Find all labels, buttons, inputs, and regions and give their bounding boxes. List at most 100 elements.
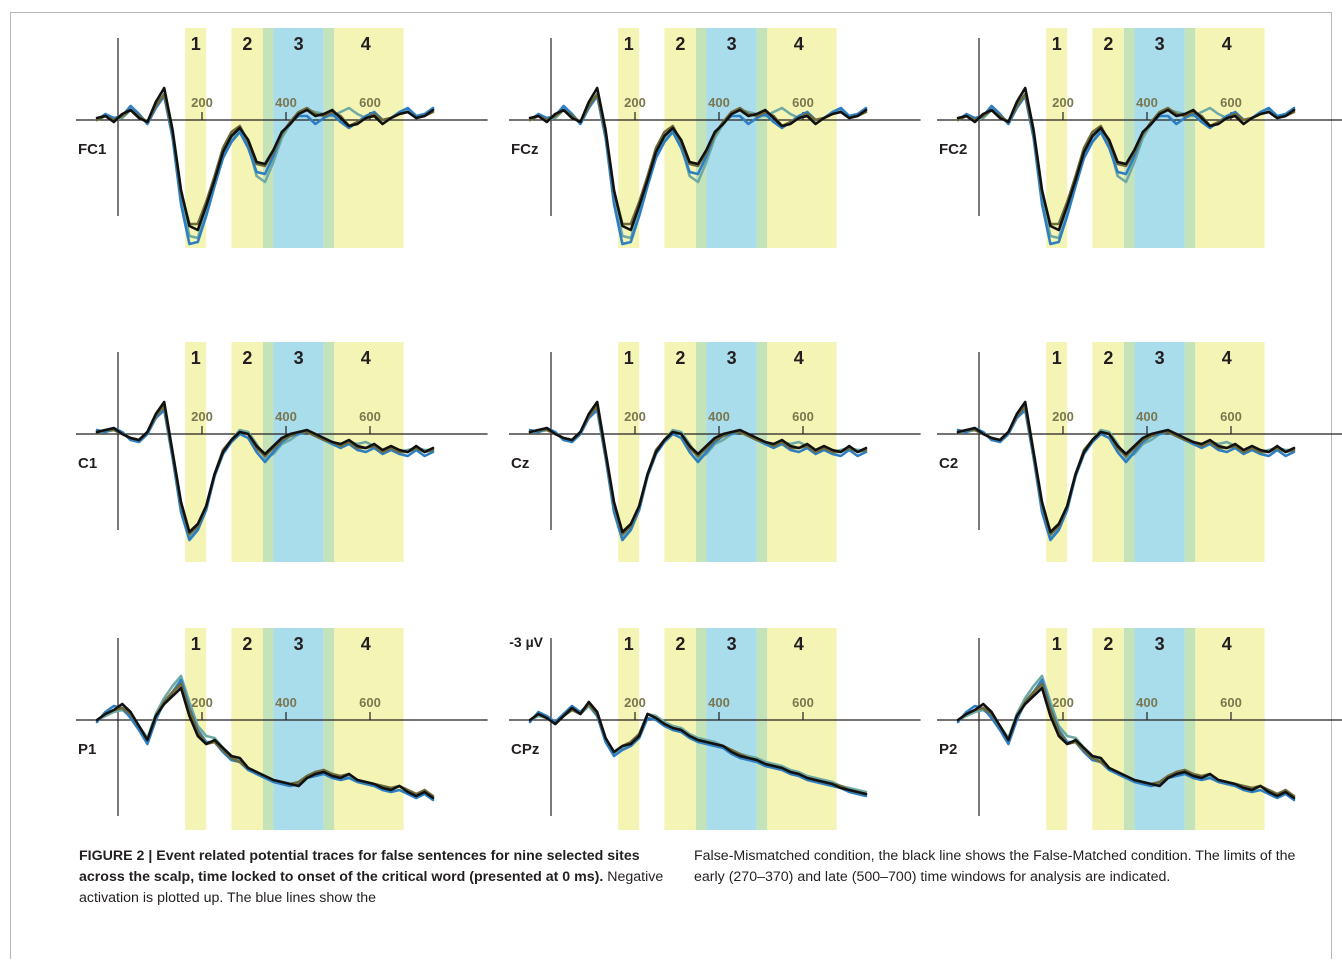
window-1-band <box>1046 28 1068 248</box>
trace-false-matched <box>956 86 1296 232</box>
window-label-4: 4 <box>1222 34 1232 54</box>
trace-false-matched <box>95 400 435 534</box>
window-label-3: 3 <box>1155 348 1165 368</box>
x-tick-label-200: 200 <box>624 695 646 710</box>
erp-panel-c2: 1 2 3 4 200 400 600 C2 <box>937 342 1342 562</box>
trace-false-matched <box>95 86 435 232</box>
x-tick-label-600: 600 <box>1220 95 1242 110</box>
window-1-band <box>185 342 207 562</box>
window-2-band <box>1092 628 1124 830</box>
window-1-band <box>618 342 640 562</box>
x-tick-label-600: 600 <box>1220 695 1242 710</box>
window-4-band <box>767 628 837 830</box>
window-label-4: 4 <box>1222 348 1232 368</box>
erp-panel-fc1: 1 2 3 4 200 400 600 FC1 <box>76 28 488 248</box>
erp-panel-fc2: 1 2 3 4 200 400 600 FC2 <box>937 28 1342 248</box>
x-tick-label-400: 400 <box>1136 409 1158 424</box>
x-tick-label-600: 600 <box>359 695 381 710</box>
site-label-fcz: FCz <box>511 141 539 158</box>
window-label-4: 4 <box>361 348 371 368</box>
window-label-1: 1 <box>1052 348 1062 368</box>
site-label-p2: P2 <box>939 741 957 758</box>
window-1-band <box>1046 342 1068 562</box>
window-label-2: 2 <box>242 348 252 368</box>
x-tick-label-600: 600 <box>359 409 381 424</box>
window-label-2: 2 <box>675 634 685 654</box>
trace-false-matched <box>528 700 868 796</box>
window-label-1: 1 <box>191 348 201 368</box>
window-2-band <box>231 628 263 830</box>
window-overlap-band <box>695 28 707 248</box>
window-label-2: 2 <box>1103 634 1113 654</box>
trace-false-matched <box>95 686 435 800</box>
window-label-3: 3 <box>727 34 737 54</box>
window-label-2: 2 <box>1103 348 1113 368</box>
erp-panel-fcz: 1 2 3 4 200 400 600 FCz <box>509 28 921 248</box>
window-overlap-band <box>323 628 335 830</box>
window-4-band <box>1195 628 1265 830</box>
window-label-1: 1 <box>624 348 634 368</box>
window-label-2: 2 <box>1103 34 1113 54</box>
window-label-1: 1 <box>191 34 201 54</box>
window-label-2: 2 <box>675 348 685 368</box>
window-overlap-band <box>756 628 768 830</box>
window-4-band <box>1195 342 1265 562</box>
trace-false-matched <box>528 400 868 534</box>
window-overlap-band <box>1123 28 1135 248</box>
window-4-band <box>334 342 404 562</box>
site-label-c2: C2 <box>939 455 958 472</box>
window-label-3: 3 <box>1155 634 1165 654</box>
window-overlap-band <box>262 28 274 248</box>
window-overlap-band <box>695 628 707 830</box>
window-4-band <box>1195 28 1265 248</box>
site-label-cpz: CPz <box>511 741 539 758</box>
window-3-band <box>706 342 757 562</box>
window-label-4: 4 <box>794 634 804 654</box>
window-4-band <box>767 342 837 562</box>
caption-lead: FIGURE 2 | Event related potential trace… <box>79 848 640 885</box>
window-label-1: 1 <box>624 634 634 654</box>
x-tick-label-600: 600 <box>1220 409 1242 424</box>
window-label-3: 3 <box>294 34 304 54</box>
window-overlap-band <box>323 342 335 562</box>
window-label-3: 3 <box>294 634 304 654</box>
x-tick-label-200: 200 <box>1052 409 1074 424</box>
window-label-1: 1 <box>1052 34 1062 54</box>
window-3-band <box>1134 628 1185 830</box>
erp-panel-p2: 1 2 3 4 200 400 600 P2 <box>937 628 1342 830</box>
x-tick-label-400: 400 <box>275 409 297 424</box>
window-label-3: 3 <box>727 634 737 654</box>
x-tick-label-400: 400 <box>708 95 730 110</box>
window-1-band <box>618 628 640 830</box>
window-label-3: 3 <box>1155 34 1165 54</box>
window-label-3: 3 <box>294 348 304 368</box>
window-overlap-band <box>756 342 768 562</box>
window-label-2: 2 <box>242 634 252 654</box>
window-label-4: 4 <box>361 634 371 654</box>
window-4-band <box>334 28 404 248</box>
x-tick-label-400: 400 <box>708 695 730 710</box>
x-tick-label-600: 600 <box>792 95 814 110</box>
window-3-band <box>273 342 324 562</box>
window-overlap-band <box>756 28 768 248</box>
window-3-band <box>1134 342 1185 562</box>
caption-left-rest: Negative activation is plotted up. The b… <box>79 869 664 906</box>
x-tick-label-200: 200 <box>191 95 213 110</box>
erp-panel-p1: 1 2 3 4 200 400 600 P1 <box>76 628 488 830</box>
trace-false-mismatched <box>95 678 435 802</box>
window-1-band <box>185 28 207 248</box>
site-label-fc1: FC1 <box>78 141 106 158</box>
window-label-4: 4 <box>1222 634 1232 654</box>
site-label-cz: Cz <box>511 455 529 472</box>
x-tick-label-200: 200 <box>624 95 646 110</box>
x-tick-label-200: 200 <box>624 409 646 424</box>
trace-false-matched <box>956 400 1296 534</box>
x-tick-label-600: 600 <box>792 695 814 710</box>
erp-panel-cz: 1 2 3 4 200 400 600 Cz <box>509 342 921 562</box>
window-overlap-band <box>1184 628 1196 830</box>
window-overlap-band <box>1184 342 1196 562</box>
window-3-band <box>706 628 757 830</box>
scale-label: -3 µV <box>509 634 543 650</box>
window-3-band <box>273 628 324 830</box>
window-label-2: 2 <box>242 34 252 54</box>
